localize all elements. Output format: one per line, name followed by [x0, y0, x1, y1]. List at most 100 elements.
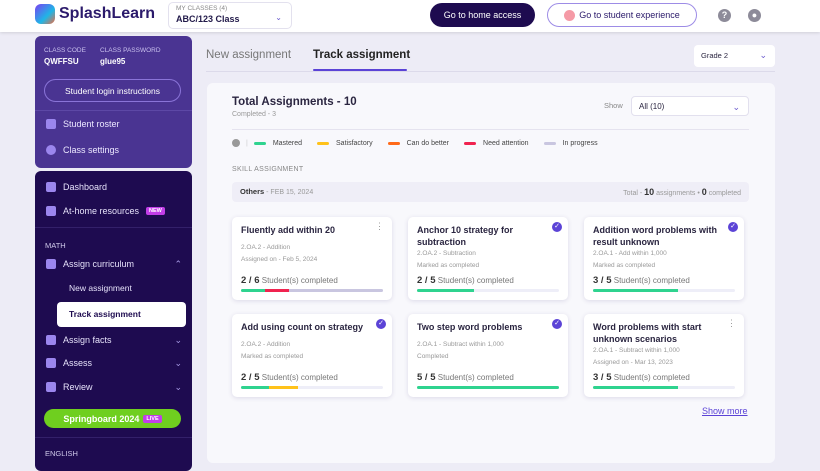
- assignment-card[interactable]: Two step word problems 2.OA.1 - Subtract…: [408, 314, 568, 397]
- assignment-card[interactable]: Fluently add within 20 2.OA.2 - Addition…: [232, 217, 392, 300]
- divider: [35, 110, 192, 111]
- review-icon: [46, 382, 56, 392]
- group-date: - FEB 15, 2024: [266, 189, 314, 196]
- sidebar-item-assess[interactable]: Assess: [46, 358, 92, 368]
- tab-track-assignment[interactable]: Track assignment: [313, 49, 411, 61]
- sidebar-item-track-assignment[interactable]: Track assignment: [57, 302, 186, 327]
- check-icon: ✓: [552, 222, 562, 232]
- splashlearn-logo[interactable]: SplashLearn: [35, 4, 155, 24]
- chevron-down-icon: ⌄: [275, 13, 282, 22]
- chevron-up-icon[interactable]: ⌃: [174, 259, 182, 269]
- card-standard: 2.OA.1 - Subtract within 1,000: [593, 347, 680, 354]
- label: At-home resources: [63, 206, 140, 216]
- class-password: glue95: [100, 57, 126, 66]
- brand-name: SplashLearn: [59, 5, 156, 22]
- check-icon: ✓: [552, 319, 562, 329]
- completion-label: Student(s) completed: [613, 276, 690, 285]
- card-standard: 2.OA.2 - Addition: [241, 244, 291, 251]
- more-options-icon[interactable]: ⋮: [375, 221, 384, 231]
- user-icon[interactable]: ●: [748, 9, 761, 22]
- student-experience-label: Go to student experience: [579, 10, 680, 20]
- card-title: Two step word problems: [417, 322, 523, 332]
- help-icon[interactable]: ?: [718, 9, 731, 22]
- class-panel: CLASS CODE CLASS PASSWORD QWFFSU glue95 …: [35, 36, 192, 168]
- assignment-card[interactable]: Anchor 10 strategy for subtraction 2.OA.…: [408, 217, 568, 300]
- chevron-down-icon: ⌄: [732, 102, 740, 112]
- sidebar-item-review[interactable]: Review: [46, 382, 93, 392]
- progress-segment: [241, 386, 270, 389]
- mascot-icon: [564, 9, 576, 21]
- assign-icon: [46, 259, 56, 269]
- facts-icon: [46, 335, 56, 345]
- completion-label: Student(s) completed: [261, 276, 338, 285]
- label: Assess: [63, 358, 93, 368]
- card-status: Completed: [417, 353, 449, 360]
- sidebar-item-at-home-resources[interactable]: At-home resources NEW: [46, 206, 165, 216]
- show-value: All (10): [639, 102, 665, 111]
- card-status: Marked as completed: [593, 262, 656, 269]
- assignment-card[interactable]: Word problems with start unknown scenari…: [584, 314, 744, 397]
- card-completion: 3 / 5 Student(s) completed: [593, 275, 690, 286]
- completion-label: Student(s) completed: [437, 373, 514, 382]
- card-title: Addition word problems with result unkno…: [593, 225, 717, 247]
- class-value: ABC/123 Class: [176, 14, 240, 24]
- tab-new-assignment[interactable]: New assignment: [206, 49, 292, 61]
- total-prefix: Total -: [623, 190, 643, 197]
- show-more-link[interactable]: Show more: [702, 406, 748, 416]
- sidebar-item-student-roster[interactable]: Student roster: [46, 119, 120, 129]
- check-icon: ✓: [376, 319, 386, 329]
- progress-bar: [241, 289, 383, 292]
- logo-icon: [35, 4, 55, 24]
- grade-select[interactable]: Grade 2 ⌄: [694, 45, 775, 67]
- home-access-button[interactable]: Go to home access: [430, 3, 535, 27]
- group-summary: Total - 10 assignments • 0 completed: [623, 187, 741, 197]
- sidebar-item-assign-facts[interactable]: Assign facts: [46, 335, 112, 345]
- legend-label: Mastered: [272, 139, 303, 147]
- sidebar-item-new-assignment[interactable]: New assignment: [69, 283, 132, 293]
- dashboard-icon: [46, 182, 56, 192]
- total-suffix: assignments: [656, 190, 696, 197]
- progress-bar: [593, 289, 735, 292]
- springboard-button[interactable]: Springboard 2024 LIVE: [44, 409, 181, 428]
- assignment-card[interactable]: Addition word problems with result unkno…: [584, 217, 744, 300]
- sidebar-item-dashboard[interactable]: Dashboard: [46, 182, 107, 192]
- legend-item: Need attention: [464, 140, 529, 147]
- completion-label: Student(s) completed: [437, 276, 514, 285]
- progress-segment: [593, 386, 679, 389]
- chevron-down-icon[interactable]: ⌄: [174, 358, 182, 368]
- completed-suffix: completed: [708, 190, 741, 197]
- completed-count: Completed - 3: [232, 111, 276, 118]
- more-options-icon[interactable]: ⋮: [727, 318, 736, 328]
- class-selector[interactable]: MY CLASSES (4) ABC/123 Class ⌄: [168, 2, 292, 29]
- show-filter-select[interactable]: All (10) ⌄: [631, 96, 749, 116]
- legend-item: Can do better: [387, 140, 449, 147]
- legend-label: In progress: [562, 139, 598, 147]
- card-status: Assigned on - Mar 13, 2023: [593, 359, 673, 366]
- home-icon: [46, 206, 56, 216]
- legend-separator: |: [246, 139, 248, 147]
- divider: [35, 437, 192, 438]
- card-completion: 2 / 5 Student(s) completed: [417, 275, 514, 286]
- sidebar-item-class-settings[interactable]: Class settings: [46, 145, 119, 155]
- total-count: 10: [644, 187, 655, 197]
- label: Assign facts: [63, 335, 112, 345]
- top-bar: SplashLearn MY CLASSES (4) ABC/123 Class ⌄…: [0, 0, 820, 32]
- assess-icon: [46, 358, 56, 368]
- student-experience-button[interactable]: Go to student experience: [547, 3, 697, 27]
- chevron-down-icon[interactable]: ⌄: [174, 382, 182, 392]
- section-label: SKILL ASSIGNMENT: [232, 166, 304, 173]
- info-icon[interactable]: [232, 139, 240, 147]
- legend-item: In progress: [543, 139, 598, 147]
- legend: | Mastered Satisfactory Can do better Need a…: [232, 139, 607, 147]
- sidebar-item-assign-curriculum[interactable]: Assign curriculum: [46, 259, 134, 269]
- legend-label: Satisfactory: [336, 139, 373, 147]
- chevron-down-icon[interactable]: ⌄: [174, 335, 182, 345]
- class-code: QWFFSU: [44, 57, 79, 66]
- completion-label: Student(s) completed: [261, 373, 338, 382]
- progress-segment: [265, 289, 290, 292]
- card-standard: 2.OA.1 - Subtract within 1,000: [417, 341, 504, 348]
- student-login-instructions-button[interactable]: Student login instructions: [44, 79, 181, 102]
- label: Dashboard: [63, 182, 108, 192]
- progress-bar: [593, 386, 735, 389]
- assignment-card[interactable]: Add using count on strategy 2.OA.2 - Add…: [232, 314, 392, 397]
